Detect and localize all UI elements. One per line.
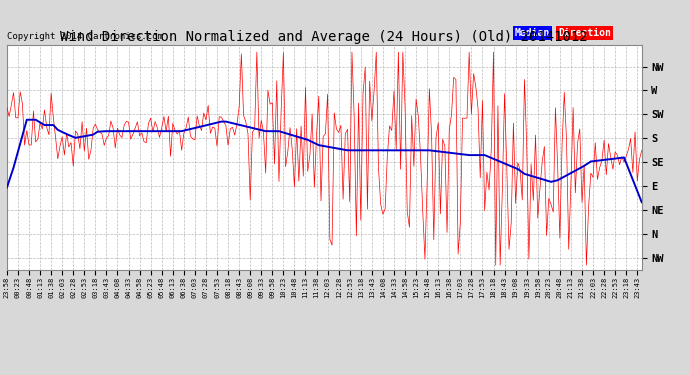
Title: Wind Direction Normalized and Average (24 Hours) (Old) 20141012: Wind Direction Normalized and Average (2… xyxy=(61,30,588,44)
Text: Copyright 2014 Cartronics.com: Copyright 2014 Cartronics.com xyxy=(7,32,163,41)
Text: Direction: Direction xyxy=(558,28,611,38)
Text: Median: Median xyxy=(515,28,550,38)
